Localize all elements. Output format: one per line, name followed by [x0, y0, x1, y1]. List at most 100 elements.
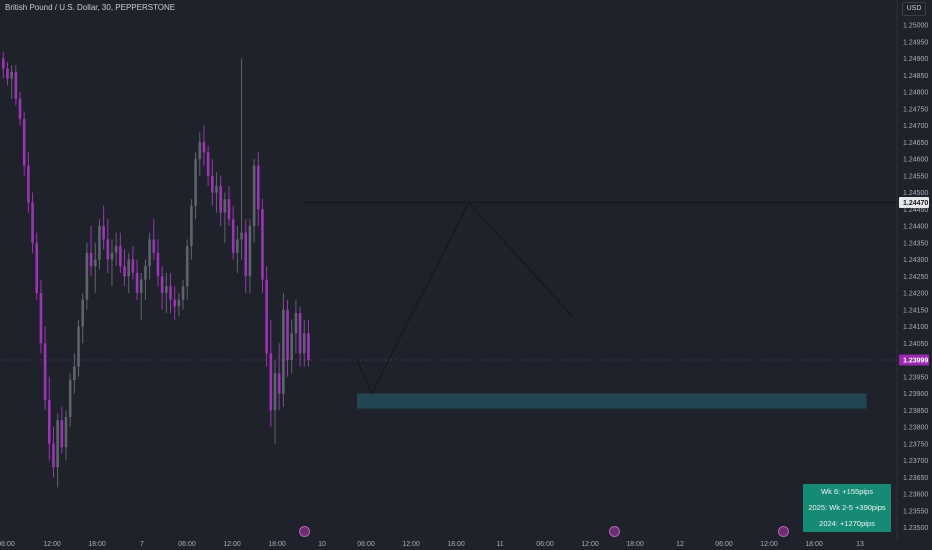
- y-tick-label: 1.24950: [903, 39, 928, 46]
- candle-body: [89, 252, 93, 267]
- candle-body: [10, 71, 13, 79]
- y-tick-label: 1.23950: [903, 374, 928, 381]
- candle-body: [64, 416, 68, 448]
- candle-body: [261, 209, 264, 280]
- x-tick-label: 06:00: [536, 541, 554, 548]
- y-tick-label: 1.23600: [903, 492, 928, 499]
- candle-body: [294, 313, 298, 334]
- y-tick-label: 1.24850: [903, 73, 928, 80]
- candle-body: [190, 205, 193, 247]
- projection-path[interactable]: [356, 201, 574, 395]
- x-tick-label: 18:00: [88, 541, 106, 548]
- y-tick-label: 1.25000: [903, 23, 928, 30]
- y-tick-label: 1.24650: [903, 140, 928, 147]
- candle-body: [265, 279, 268, 354]
- x-tick-label: 12:00: [43, 541, 61, 548]
- event-flag-icon[interactable]: [778, 526, 789, 537]
- candle-body: [273, 373, 277, 411]
- candle-body: [6, 68, 9, 79]
- candle-body: [35, 242, 39, 293]
- demand-zone[interactable]: [357, 393, 867, 409]
- candle-body: [165, 286, 168, 293]
- candle-body: [52, 443, 55, 468]
- candle-body: [206, 152, 210, 176]
- candle-body: [277, 373, 281, 394]
- candles-layer: [2, 51, 310, 488]
- candle-body: [18, 98, 22, 119]
- y-tick-label: 1.23850: [903, 408, 928, 415]
- candle-body: [231, 219, 235, 253]
- y-tick-label: 1.24550: [903, 173, 928, 180]
- candle-body: [2, 58, 5, 69]
- candle-body: [169, 286, 172, 300]
- candle-body: [68, 380, 72, 417]
- stat-2024: 2024: +1270pips: [803, 516, 891, 532]
- candle-body: [252, 165, 256, 226]
- candle-body: [223, 199, 227, 213]
- x-tick-label: 12:00: [223, 541, 241, 548]
- x-axis: 06:00 12:00 18:00 7 06:00 12:00 18:00 10 06:00 12…: [0, 541, 864, 548]
- candle-body: [119, 246, 122, 267]
- candle-body: [290, 333, 294, 360]
- x-tick-label: 18:00: [268, 541, 286, 548]
- x-tick-label: 12:00: [760, 541, 778, 548]
- y-tick-label: 1.23750: [903, 441, 928, 448]
- current-price-tag: 1.23999: [903, 358, 928, 365]
- y-axis: 1.25000 1.24950 1.24900 1.24850 1.24800 1.247…: [896, 0, 928, 540]
- candle-body: [81, 299, 85, 327]
- candle-body: [106, 239, 110, 260]
- candle-body: [202, 142, 206, 153]
- candle-body: [73, 366, 76, 381]
- y-tick-label: 1.24250: [903, 274, 928, 281]
- candle-body: [181, 286, 185, 300]
- x-tick-label: 18:00: [626, 541, 644, 548]
- candle-body: [139, 279, 143, 293]
- x-tick-label: 06:00: [357, 541, 375, 548]
- x-tick-label: 18:00: [447, 541, 465, 548]
- x-tick-label: 12:00: [402, 541, 420, 548]
- y-tick-label: 1.23550: [903, 508, 928, 515]
- candle-body: [22, 118, 26, 166]
- candle-body: [144, 266, 147, 280]
- x-tick-label: 13: [856, 541, 864, 548]
- currency-badge[interactable]: USD: [902, 2, 926, 16]
- y-tick-label: 1.24300: [903, 257, 928, 264]
- y-tick-label: 1.23900: [903, 391, 928, 398]
- candle-body: [127, 259, 130, 277]
- candle-body: [282, 309, 285, 394]
- candle-body: [56, 420, 59, 468]
- y-tick-label: 1.24150: [903, 307, 928, 314]
- y-tick-label: 1.24400: [903, 224, 928, 231]
- x-tick-label: 7: [140, 541, 144, 548]
- candle-body: [43, 343, 47, 401]
- candle-body: [194, 159, 197, 206]
- candle-body: [27, 165, 30, 203]
- y-tick-label: 1.24750: [903, 106, 928, 113]
- event-flag-icon[interactable]: [609, 526, 620, 537]
- candle-body: [236, 239, 239, 253]
- y-tick-label: 1.23650: [903, 475, 928, 482]
- candle-body: [302, 333, 306, 354]
- candle-body: [227, 199, 231, 220]
- candle-body: [185, 246, 189, 287]
- candle-body: [31, 202, 34, 243]
- candle-body: [286, 309, 289, 360]
- y-tick-label: 1.23800: [903, 425, 928, 432]
- candle-body: [47, 400, 51, 444]
- candle-body: [156, 252, 160, 277]
- y-tick-label: 1.24800: [903, 90, 928, 97]
- candle-body: [307, 333, 310, 360]
- stat-2025: 2025: Wk 2-5 +390pips: [803, 500, 891, 516]
- y-tick-label: 1.24350: [903, 240, 928, 247]
- candle-body: [85, 252, 89, 300]
- candle-body: [177, 299, 181, 307]
- x-tick-label: 18:00: [805, 541, 823, 548]
- x-tick-label: 06:00: [178, 541, 196, 548]
- candle-body: [114, 246, 118, 253]
- y-tick-label: 1.23500: [903, 525, 928, 532]
- candle-body: [219, 185, 222, 213]
- candle-body: [60, 420, 64, 448]
- event-flag-icon[interactable]: [299, 526, 310, 537]
- y-tick-label: 1.24900: [903, 56, 928, 63]
